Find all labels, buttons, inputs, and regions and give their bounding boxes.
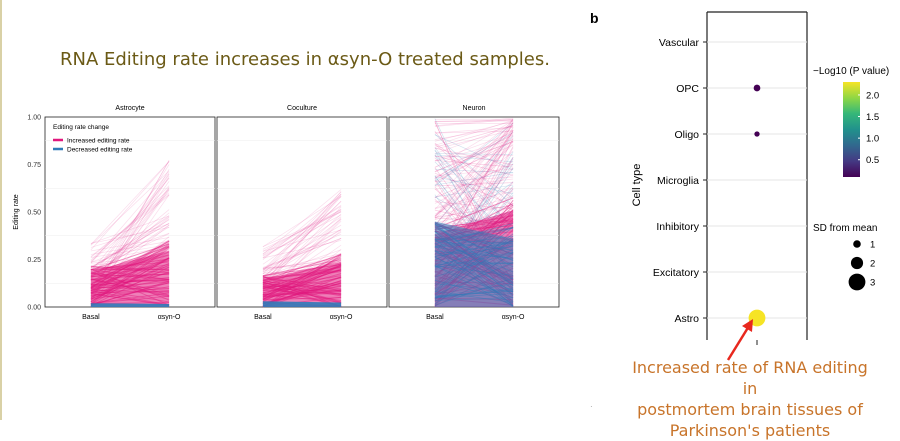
y-tick-label: 0.25	[27, 257, 41, 264]
y-tick-label: 1.00	[27, 115, 41, 122]
x-tick-label: αsyn-O	[330, 314, 353, 321]
color-legend-label: 1.5	[866, 112, 879, 123]
y-tick-label: Microglia	[657, 175, 699, 187]
color-legend-label: 1.0	[866, 134, 879, 145]
y-tick-label: OPC	[676, 83, 699, 95]
y-tick-label: Vascular	[659, 37, 700, 49]
data-point	[754, 85, 761, 92]
y-tick-label: Excitatory	[653, 267, 700, 279]
size-legend-title: SD from mean	[813, 223, 877, 234]
y-axis-label: Editing rate	[13, 194, 20, 230]
size-legend-label: 3	[870, 278, 875, 289]
footer-mark: ·	[590, 402, 593, 411]
size-legend-dot	[853, 240, 861, 248]
annotation-line-3: Parkinson's patients	[630, 420, 870, 441]
editing-rate-chart: Editing rate 0.00 0.25 0.50 0.75 1.00 Astrocyt…	[0, 95, 560, 335]
x-tick-label: Basal	[82, 314, 100, 321]
annotation-text: Increased rate of RNA editing in postmor…	[630, 357, 870, 441]
x-tick-label: Basal	[254, 314, 272, 321]
cell-type-dot-plot: Vascular OPC Oligo Microglia Inhibitory Excit…	[620, 0, 900, 345]
size-legend-dot	[849, 274, 866, 291]
color-legend-bar	[843, 82, 860, 177]
y-tick-label: Inhibitory	[656, 221, 699, 233]
size-legend-dot	[851, 257, 863, 269]
color-legend-title: −Log10 (P value)	[813, 66, 889, 77]
y-tick-label: Astro	[674, 313, 699, 325]
slide-title: RNA Editing rate increases in αsyn-O tre…	[0, 49, 610, 70]
facet-label: Neuron	[463, 105, 486, 112]
legend-label: Decreased editing rate	[67, 147, 133, 154]
x-tick-label: Basal	[426, 314, 444, 321]
y-tick-label: Oligo	[674, 129, 699, 141]
size-legend-label: 2	[870, 259, 875, 270]
legend-label: Increased editing rate	[67, 138, 130, 145]
y-axis-label: Cell type	[631, 164, 643, 207]
y-tick-label: 0.00	[27, 305, 41, 312]
y-tick-label: 0.75	[27, 162, 41, 169]
data-point	[754, 131, 759, 136]
x-tick-label: αsyn-O	[502, 314, 525, 321]
legend-title: Editing rate change	[53, 124, 109, 131]
color-legend-label: 2.0	[866, 90, 879, 101]
x-tick-label: αsyn-O	[158, 314, 181, 321]
panel-b-label: b	[590, 10, 599, 26]
facet-label: Coculture	[287, 105, 317, 112]
size-legend-label: 1	[870, 240, 875, 251]
color-legend-label: 0.5	[866, 155, 879, 166]
annotation-line-2: postmortem brain tissues of	[630, 399, 870, 420]
facet-label: Astrocyte	[115, 105, 144, 112]
y-tick-label: 0.50	[27, 210, 41, 217]
annotation-line-1: Increased rate of RNA editing in	[630, 357, 870, 399]
